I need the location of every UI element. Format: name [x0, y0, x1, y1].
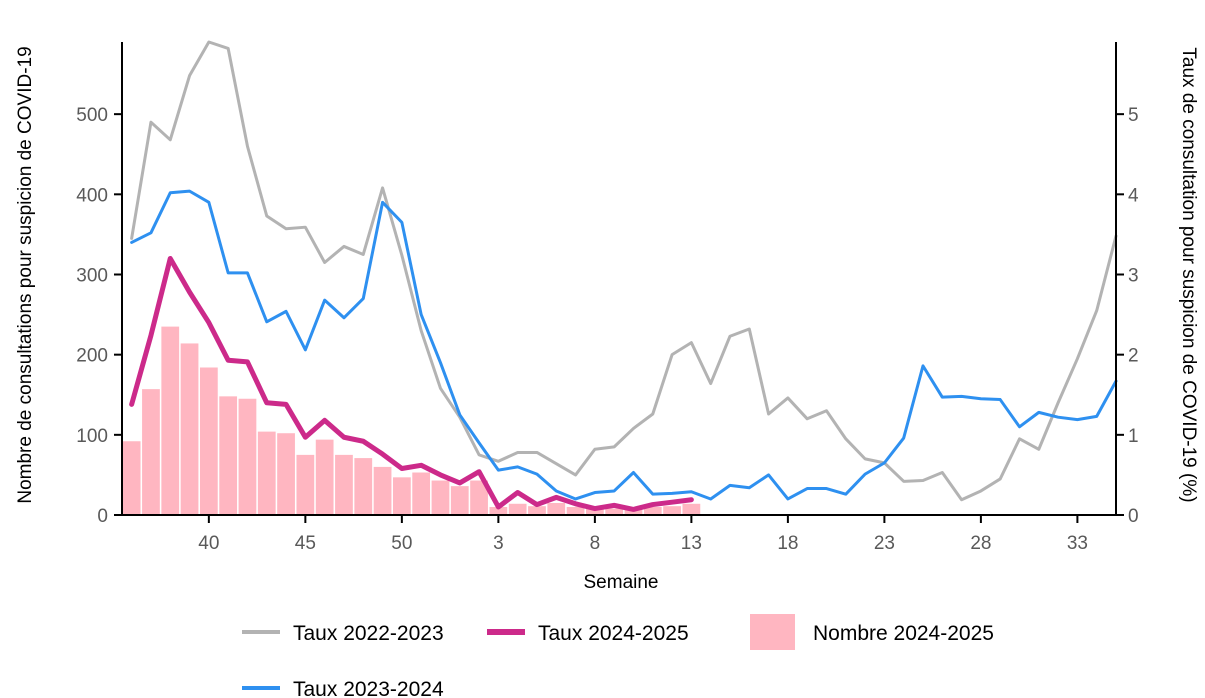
x-tick-label: 50	[391, 533, 412, 554]
bar-44	[277, 433, 295, 515]
x-tick-label: 33	[1067, 533, 1088, 554]
y-right-tick-label: 3	[1128, 265, 1139, 286]
x-tick-label: 40	[198, 533, 219, 554]
bar-7	[566, 506, 585, 515]
bar-47	[335, 454, 353, 515]
bar-50	[392, 477, 411, 515]
bar-43	[257, 431, 276, 515]
bar-37	[142, 389, 160, 515]
bar-13	[682, 503, 701, 515]
bar-52	[431, 480, 450, 515]
bar-42	[238, 398, 257, 515]
bar-45	[296, 454, 315, 515]
bar-46	[315, 439, 334, 515]
bar-51	[412, 472, 431, 515]
legend-swatch	[750, 614, 795, 650]
series-line-3	[129, 255, 694, 512]
bar-6	[547, 502, 566, 515]
bar-3	[489, 506, 508, 515]
bar-41	[219, 396, 238, 515]
y-axis-right-title: Taux de consultation pour suspicion de C…	[1178, 47, 1199, 502]
bar-48	[354, 458, 373, 515]
y-left-tick-label: 500	[76, 105, 108, 126]
y-right-tick-label: 2	[1128, 346, 1139, 367]
x-tick-label: 13	[681, 533, 702, 554]
bar-40	[199, 367, 218, 515]
x-tick-label: 18	[777, 533, 798, 554]
legend-label: Taux 2024-2025	[538, 622, 689, 645]
bar-4	[508, 503, 527, 515]
x-tick-label: 3	[493, 533, 504, 554]
legend-label: Taux 2022-2023	[293, 622, 444, 645]
legend-label: Taux 2023-2024	[293, 678, 444, 698]
bar-36	[122, 441, 141, 515]
legend: Taux 2022-2023 Taux 2024-2025 Nombre 2024-…	[242, 614, 994, 698]
bar-39	[180, 343, 199, 515]
series-line-1	[130, 40, 1118, 502]
x-tick-label: 8	[590, 533, 601, 554]
y-left-tick-label: 0	[97, 506, 108, 527]
y-right-tick-label: 4	[1128, 185, 1139, 206]
bar-5	[528, 506, 546, 515]
bar-12	[663, 506, 681, 515]
x-tick-label: 45	[295, 533, 316, 554]
bar-9	[605, 508, 624, 515]
legend-label: Nombre 2024-2025	[813, 622, 994, 645]
bar-49	[373, 466, 392, 515]
x-axis-title: Semaine	[584, 572, 659, 593]
bar-2	[470, 480, 488, 515]
y-left-tick-label: 400	[76, 185, 108, 206]
bars-layer	[122, 326, 701, 515]
x-tick-label: 23	[874, 533, 895, 554]
y-left-tick-label: 200	[76, 346, 108, 367]
y-right-tick-label: 1	[1128, 426, 1139, 447]
bar-1	[450, 486, 469, 515]
series-line-2	[130, 189, 1118, 501]
y-right-tick-label: 0	[1128, 506, 1139, 527]
y-axis-left-title: Nombre de consultations pour suspicion d…	[15, 46, 36, 503]
x-tick-label: 28	[970, 533, 991, 554]
bar-11	[643, 506, 662, 515]
bar-8	[586, 508, 604, 515]
y-left-tick-label: 100	[76, 426, 108, 447]
y-left-tick-label: 300	[76, 265, 108, 286]
lines-layer	[129, 40, 1118, 512]
bar-38	[161, 326, 180, 515]
y-right-tick-label: 5	[1128, 105, 1139, 126]
